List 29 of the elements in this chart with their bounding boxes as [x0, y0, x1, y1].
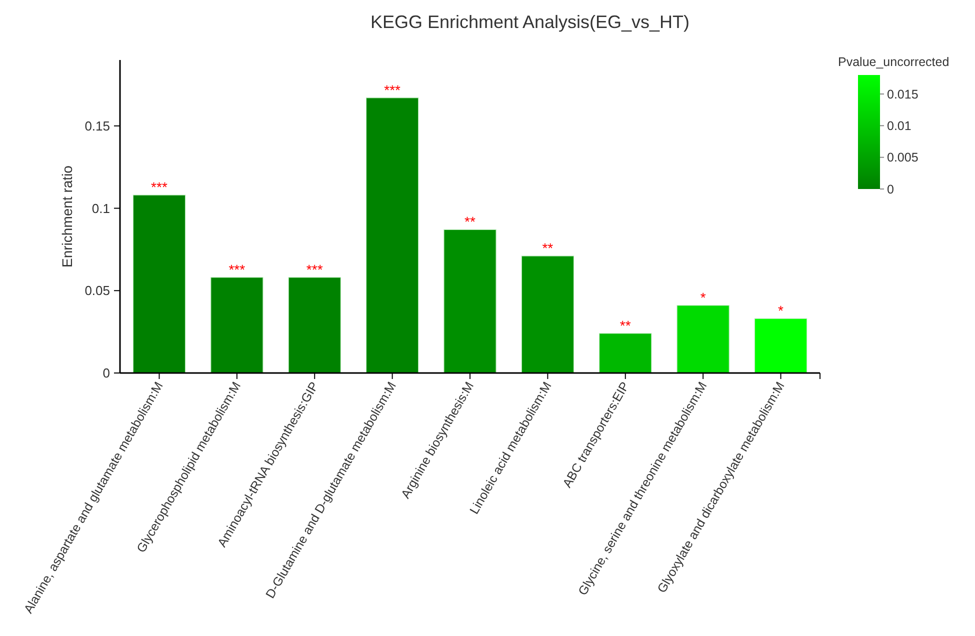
y-tick-label: 0.05 [84, 283, 110, 298]
color-bar-label: 0.005 [887, 150, 918, 165]
annotation: *** [228, 261, 246, 278]
bar [366, 98, 419, 374]
annotation: * [778, 302, 784, 319]
color-bar-label: 0 [887, 182, 894, 196]
bar [599, 333, 652, 374]
bar [210, 277, 264, 374]
annotation: *** [151, 179, 168, 196]
annotation: ** [464, 214, 476, 230]
color-bar-label: 0.015 [887, 87, 918, 102]
y-tick-label: 0.15 [84, 118, 110, 134]
bar [521, 256, 574, 374]
annotation: ** [542, 240, 554, 256]
annotation: *** [306, 261, 324, 278]
color-bar-title: Pvalue_uncorrected [838, 55, 950, 69]
y-tick-label: 0.1 [92, 200, 110, 216]
annotation: ** [620, 317, 632, 334]
annotation: *** [384, 82, 402, 98]
annotation: * [700, 289, 706, 306]
bar [444, 229, 496, 374]
color-bar-label: 0.01 [887, 119, 912, 134]
chart-title: KEGG Enrichment Analysis(EG_vs_HT) [370, 12, 690, 32]
bar [132, 194, 186, 374]
y-axis-title: Enrichment ratio [59, 165, 75, 268]
bar [676, 305, 730, 374]
bar [754, 318, 808, 374]
y-tick-label: 0 [102, 366, 110, 381]
bar [288, 277, 341, 374]
